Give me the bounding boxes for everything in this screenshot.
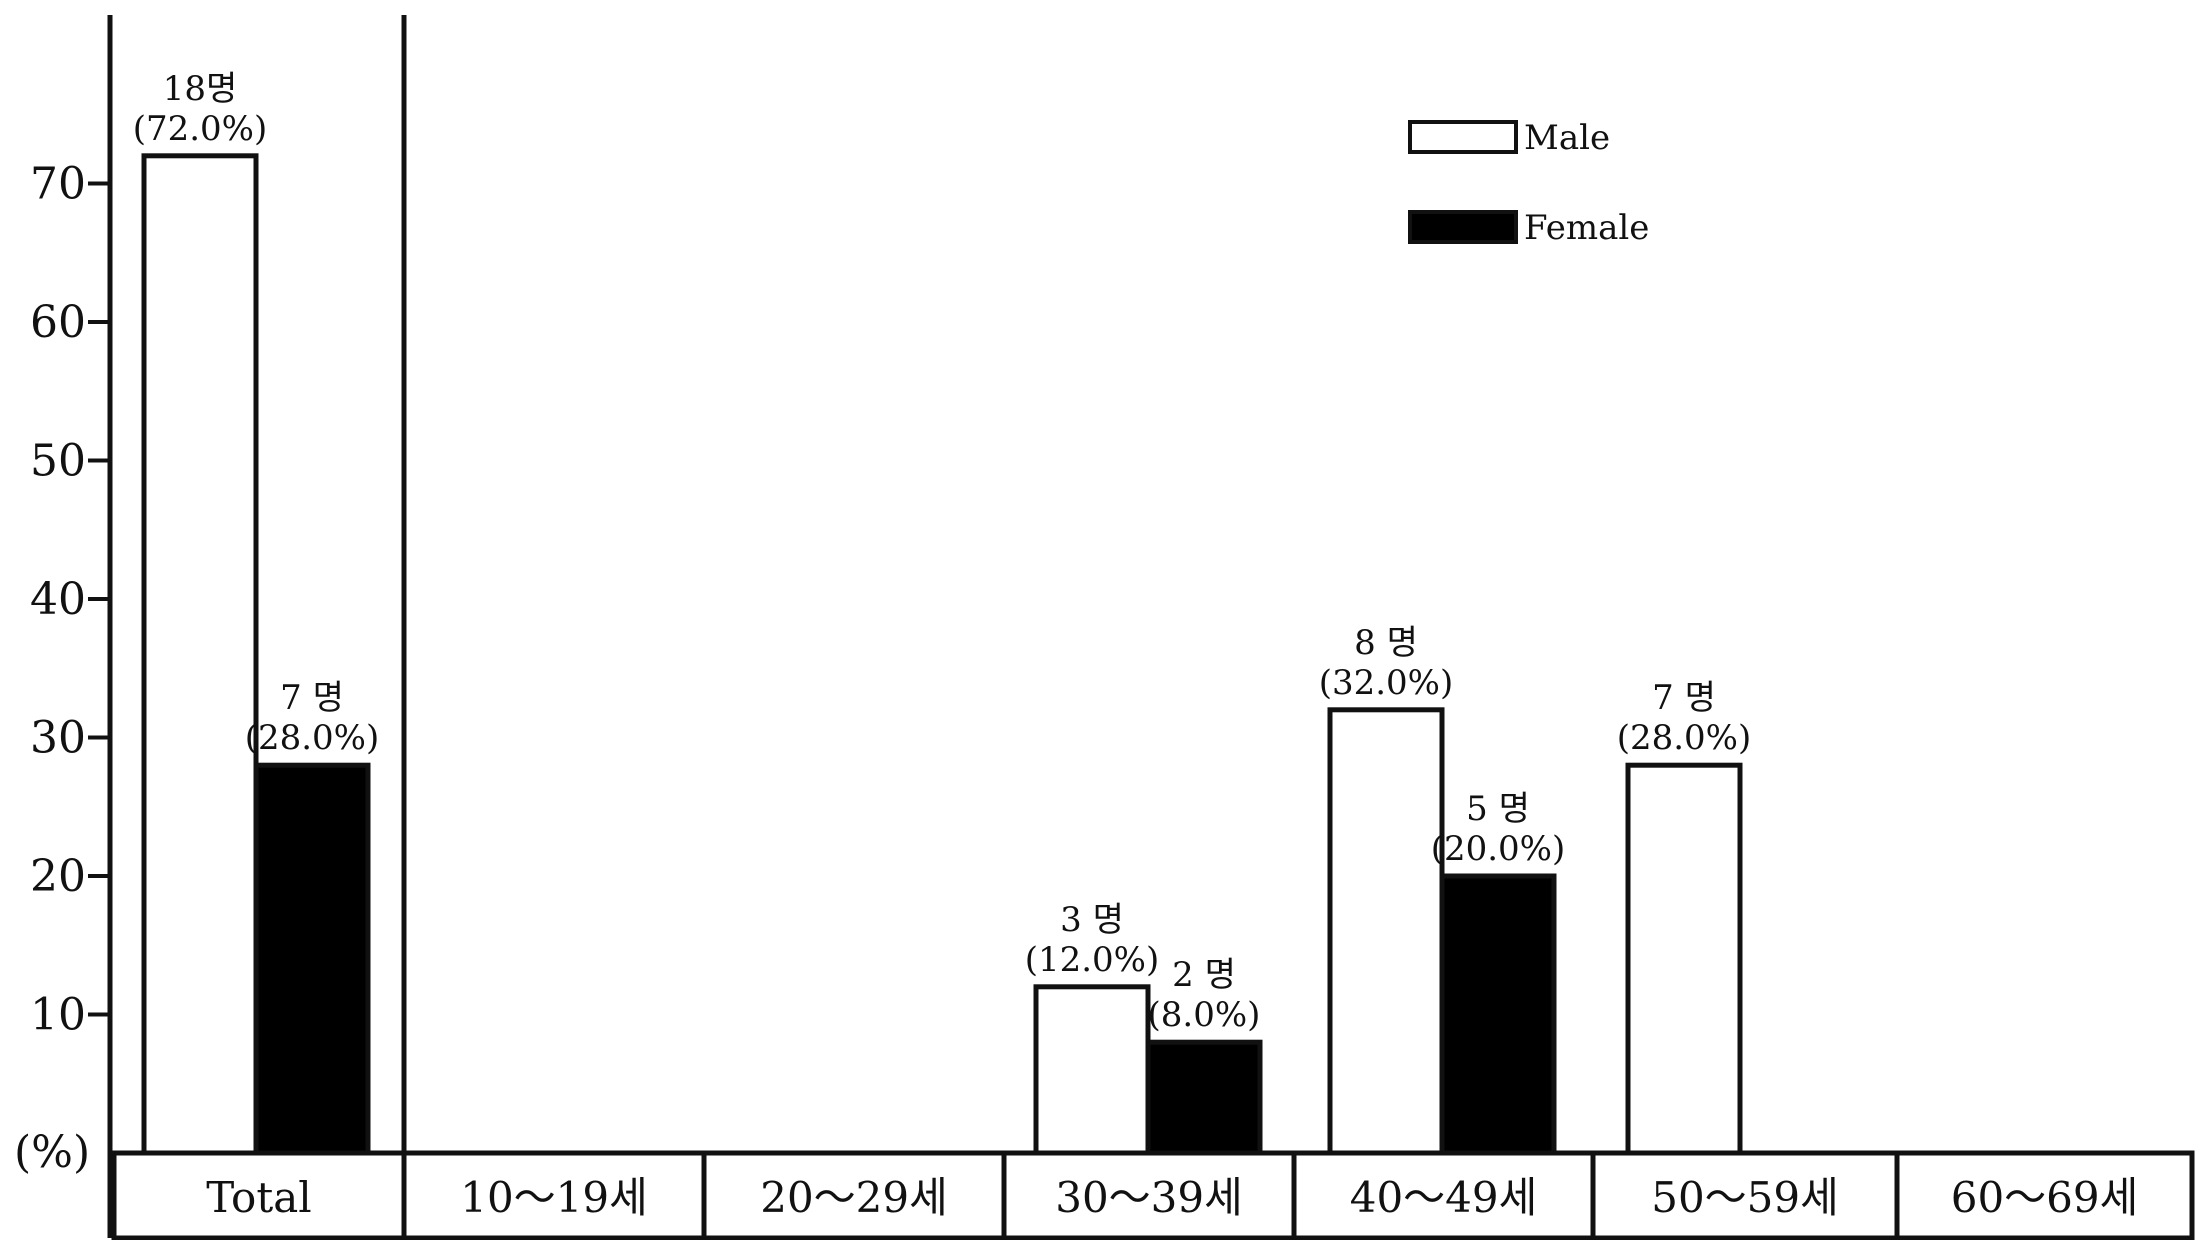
category-label: 50～59세 [1651,1173,1839,1222]
bar-female [253,762,371,1156]
data-label-percent: (12.0%) [1025,940,1160,980]
category-label: 30～39세 [1055,1173,1243,1222]
bar-male [1033,984,1151,1156]
data-label-percent: (20.0%) [1431,829,1566,869]
category-label: 60～69세 [1951,1173,2139,1222]
legend: Male Female [1408,118,1649,248]
bar-male [1327,707,1445,1156]
bar-female [1145,1039,1263,1156]
category-label: 40～49세 [1350,1173,1538,1222]
y-axis: 10 20 30 40 50 60 70 (%) [14,159,110,1178]
data-label-percent: (32.0%) [1319,663,1454,703]
category-label: 10～19세 [460,1173,648,1222]
category-label: Total [206,1173,311,1222]
y-tick-label: 30 [30,713,86,764]
bar-male [141,153,259,1156]
data-labels: 18명(72.0%)7 명(28.0%)3 명(12.0%) 2 명(8.0%)8… [133,69,1752,1035]
data-label-count: 18명 [163,69,238,109]
y-tick-label: 60 [30,297,86,348]
bars [141,153,1743,1156]
legend-swatch-male [1408,120,1518,154]
y-tick-label: 10 [30,990,86,1041]
y-tick-label: 70 [30,159,86,210]
category-row-box [111,1150,2195,1240]
data-label-count: 7 명 [280,678,344,718]
bar-female [1439,873,1557,1156]
y-tick-label: 40 [30,574,86,625]
data-label-count: 7 명 [1652,678,1716,718]
data-label-percent: (72.0%) [133,109,268,149]
data-label-count: 3 명 [1060,900,1124,940]
data-label-percent: (28.0%) [245,718,380,758]
legend-label-male: Male [1524,118,1610,158]
legend-swatch-female [1408,210,1518,244]
data-label-percent: (8.0%) [1148,995,1261,1035]
legend-label-female: Female [1524,208,1649,248]
y-tick-label: 50 [30,436,86,487]
category-axis: Total 10～19세 20～29세 30～39세 40～49세 50～59세 60～69… [111,1150,2195,1240]
bar-male [1625,762,1743,1156]
data-label-percent: (28.0%) [1617,718,1752,758]
y-axis-unit-label: (%) [14,1127,90,1178]
data-label-count: 8 명 [1354,623,1418,663]
data-label-count: 5 명 [1466,789,1530,829]
data-label-count: 2 명 [1172,955,1236,995]
category-label: 20～29세 [760,1173,948,1222]
y-tick-label: 20 [30,851,86,902]
